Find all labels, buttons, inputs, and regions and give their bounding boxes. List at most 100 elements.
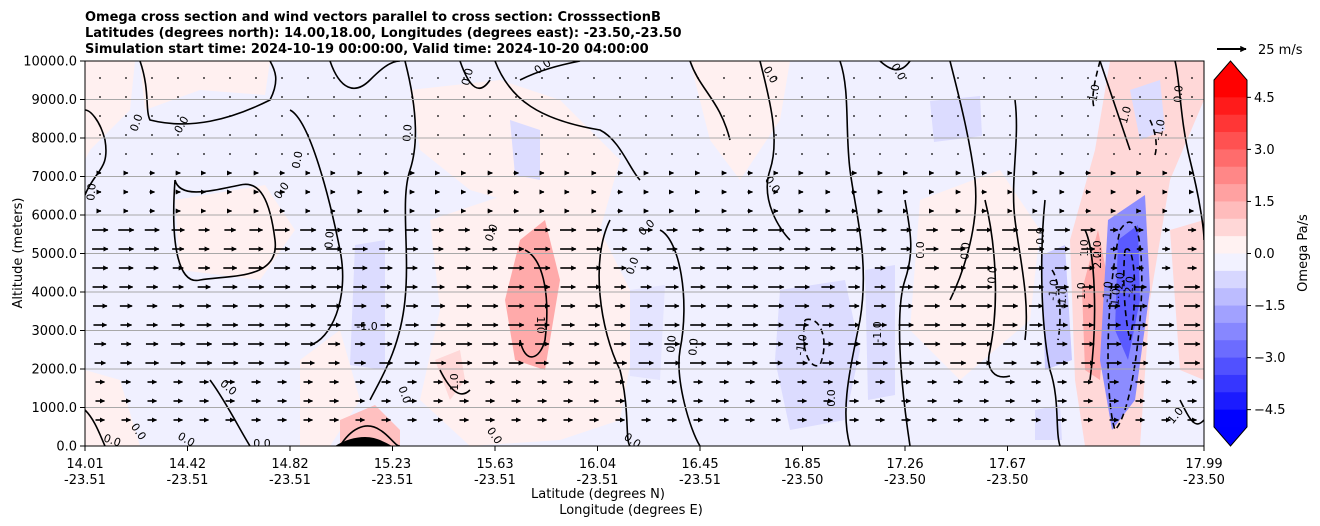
wind-vector bbox=[619, 77, 621, 79]
wind-vector bbox=[905, 153, 907, 155]
x-tick-label-longitude: -23.51 bbox=[679, 473, 721, 488]
contour-line-positive bbox=[1099, 61, 1131, 151]
colorbar: 4.5 3.0 1.5 0.0 −1.5 −3.0 −4.5 bbox=[1213, 60, 1286, 447]
contour-line-zero bbox=[85, 109, 107, 196]
wind-vector bbox=[411, 134, 413, 136]
wind-vector bbox=[203, 77, 205, 79]
contour-line-positive bbox=[1084, 229, 1096, 381]
wind-vector bbox=[1061, 77, 1063, 79]
wind-vector bbox=[645, 77, 647, 79]
y-tick-label: 0.0 bbox=[56, 440, 77, 455]
wind-vector bbox=[255, 115, 257, 117]
contour-label: 0.0 bbox=[84, 183, 98, 202]
wind-vector bbox=[853, 153, 855, 155]
wind-vector bbox=[125, 153, 127, 155]
wind-vector bbox=[437, 77, 439, 79]
wind-vector bbox=[853, 115, 855, 117]
x-tick-label-latitude: 15.23 bbox=[374, 457, 411, 472]
wind-vector bbox=[541, 153, 543, 155]
wind-vector bbox=[1139, 77, 1141, 79]
wind-vector bbox=[515, 96, 517, 98]
wind-vector bbox=[307, 96, 309, 98]
contour-line-negative bbox=[1123, 248, 1136, 341]
wind-vector bbox=[957, 77, 959, 79]
wind-vector bbox=[281, 115, 283, 117]
title-line-1: Omega cross section and wind vectors par… bbox=[85, 10, 661, 25]
contour-line-zero bbox=[439, 369, 471, 395]
wind-vector bbox=[385, 96, 387, 98]
contour-label: 0.0 bbox=[958, 242, 972, 261]
contour-line-zero bbox=[329, 61, 401, 89]
x-tick-label-longitude: -23.50 bbox=[1183, 473, 1225, 488]
omega-fill-negative bbox=[865, 265, 895, 400]
colorbar-segment bbox=[1214, 253, 1247, 272]
contour-label: -1.0 bbox=[793, 333, 810, 356]
wind-vector bbox=[671, 153, 673, 155]
wind-vector bbox=[1191, 153, 1193, 155]
colorbar-segment bbox=[1214, 184, 1247, 202]
wind-vector bbox=[671, 96, 673, 98]
wind-vector bbox=[801, 115, 803, 117]
wind-vector bbox=[567, 96, 569, 98]
x-tick-label-latitude: 14.42 bbox=[169, 457, 206, 472]
wind-vector bbox=[801, 134, 803, 136]
wind-vector bbox=[983, 115, 985, 117]
quiver-key: 25 m/s bbox=[1217, 43, 1303, 58]
omega-fill-negative bbox=[510, 120, 540, 180]
colorbar-segment bbox=[1214, 149, 1247, 168]
wind-vector bbox=[359, 96, 361, 98]
colorbar-segment bbox=[1214, 409, 1247, 428]
wind-vector bbox=[99, 115, 101, 117]
colorbar-label: Omega Pa/s bbox=[1296, 214, 1311, 292]
wind-vector bbox=[1165, 134, 1167, 136]
contour-line-zero bbox=[598, 219, 631, 446]
wind-vector bbox=[749, 96, 751, 98]
colorbar-segment bbox=[1214, 340, 1247, 359]
contour-line-zero bbox=[519, 61, 581, 81]
wind-vector bbox=[437, 134, 439, 136]
x-tick-label-latitude: 17.99 bbox=[1185, 457, 1222, 472]
wind-vector bbox=[619, 96, 621, 98]
omega-fill-positive bbox=[85, 61, 135, 160]
colorbar-tick-label: −3.0 bbox=[1254, 351, 1286, 366]
wind-vector bbox=[281, 77, 283, 79]
contour-line-positive bbox=[339, 425, 401, 446]
wind-vector bbox=[1165, 96, 1167, 98]
wind-vector bbox=[177, 153, 179, 155]
wind-vector bbox=[749, 134, 751, 136]
wind-vector bbox=[1191, 115, 1193, 117]
wind-vector bbox=[1087, 115, 1089, 117]
wind-vector bbox=[411, 77, 413, 79]
colorbar-extend-top bbox=[1214, 61, 1247, 80]
contour-line-zero bbox=[839, 61, 865, 446]
contour-label: -2.0 bbox=[1122, 276, 1137, 299]
wind-vector bbox=[411, 153, 413, 155]
wind-vector bbox=[1035, 115, 1037, 117]
wind-vector bbox=[827, 96, 829, 98]
wind-vector bbox=[515, 77, 517, 79]
wind-vector bbox=[827, 115, 829, 117]
contour-line-zero bbox=[85, 409, 106, 446]
colorbar-tick-label: −1.5 bbox=[1254, 299, 1286, 314]
wind-vector bbox=[1009, 77, 1011, 79]
wind-vector bbox=[931, 115, 933, 117]
chart-title: Omega cross section and wind vectors par… bbox=[85, 10, 682, 57]
wind-vector bbox=[359, 115, 361, 117]
wind-vector bbox=[463, 96, 465, 98]
terrain bbox=[335, 437, 392, 446]
wind-vector bbox=[931, 77, 933, 79]
wind-vector bbox=[853, 96, 855, 98]
x-tick-label-longitude: -23.50 bbox=[987, 473, 1029, 488]
omega-fill-positive bbox=[1170, 220, 1204, 380]
wind-vector bbox=[1191, 134, 1193, 136]
contour-label: 0.0 bbox=[127, 112, 145, 133]
wind-vector bbox=[1165, 153, 1167, 155]
wind-vector bbox=[905, 134, 907, 136]
wind-vector bbox=[1087, 96, 1089, 98]
wind-vector bbox=[931, 153, 933, 155]
wind-vector bbox=[1113, 153, 1115, 155]
wind-vector bbox=[1139, 96, 1141, 98]
wind-vectors bbox=[92, 77, 1201, 423]
wind-vector bbox=[879, 134, 881, 136]
wind-vector bbox=[151, 134, 153, 136]
